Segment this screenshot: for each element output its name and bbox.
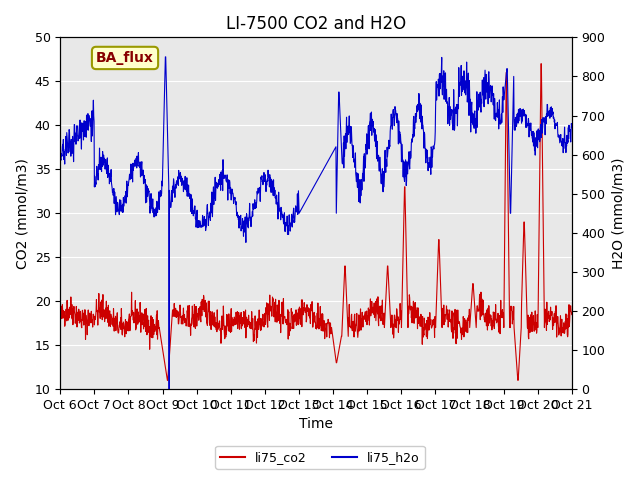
- li75_h2o: [96, 161, 104, 167]
- li75_co2: [348, 312, 355, 317]
- li75_h2o: [56, 145, 64, 151]
- li75_h2o: [117, 197, 125, 203]
- li75_co2: [294, 316, 301, 322]
- li75_co2: [274, 308, 282, 313]
- li75_co2: [117, 314, 125, 320]
- li75_h2o: [274, 216, 282, 222]
- X-axis label: Time: Time: [299, 418, 333, 432]
- Y-axis label: CO2 (mmol/m3): CO2 (mmol/m3): [15, 158, 29, 269]
- li75_h2o: [294, 212, 301, 217]
- Text: BA_flux: BA_flux: [96, 51, 154, 65]
- li75_h2o: [568, 125, 575, 131]
- li75_h2o: [285, 232, 292, 238]
- li75_co2: [164, 377, 172, 383]
- Line: li75_co2: li75_co2: [60, 64, 572, 380]
- li75_h2o: [348, 142, 356, 148]
- Y-axis label: H2O (mmol/m3): H2O (mmol/m3): [611, 157, 625, 269]
- li75_co2: [56, 312, 64, 318]
- li75_co2: [568, 312, 575, 317]
- Title: LI-7500 CO2 and H2O: LI-7500 CO2 and H2O: [226, 15, 406, 33]
- li75_co2: [537, 61, 545, 67]
- li75_co2: [96, 308, 104, 313]
- li75_co2: [284, 336, 292, 342]
- li75_h2o: [165, 386, 173, 392]
- li75_h2o: [161, 54, 169, 60]
- Legend: li75_co2, li75_h2o: li75_co2, li75_h2o: [215, 446, 425, 469]
- Line: li75_h2o: li75_h2o: [60, 57, 572, 389]
